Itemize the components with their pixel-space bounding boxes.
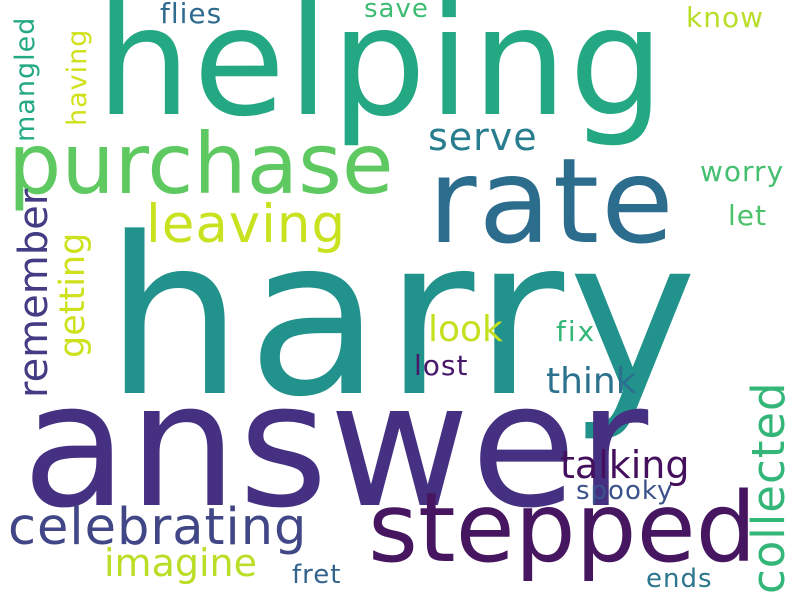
word-stepped: stepped (368, 472, 757, 584)
word-worry: worry (700, 155, 785, 188)
word-think: think (546, 361, 637, 402)
word-remember: remember (11, 188, 57, 398)
word-fret: fret (292, 560, 342, 590)
word-leaving: leaving (146, 194, 347, 255)
word-imagine: imagine (104, 541, 258, 585)
word-look: look (428, 309, 503, 350)
word-save: save (364, 0, 429, 24)
word-having: having (62, 28, 93, 126)
word-spooky: spooky (576, 476, 674, 506)
word-collected: collected (742, 381, 795, 594)
word-know: know (686, 1, 764, 34)
word-getting: getting (53, 232, 93, 358)
word-lost: lost (414, 349, 469, 382)
word-harry: harry (105, 192, 702, 445)
word-answer: answer (22, 345, 650, 546)
word-purchase: purchase (8, 115, 394, 213)
word-let: let (728, 199, 767, 232)
word-serve: serve (428, 115, 538, 159)
word-helping: helping (96, 0, 667, 150)
word-talking: talking (560, 443, 690, 487)
word-celebrating: celebrating (8, 498, 308, 557)
word-mangled: mangled (10, 16, 41, 142)
word-rate: rate (428, 132, 676, 270)
word-fix: fix (556, 315, 597, 348)
word-ends: ends (646, 564, 713, 594)
word-flies: flies (160, 0, 223, 30)
